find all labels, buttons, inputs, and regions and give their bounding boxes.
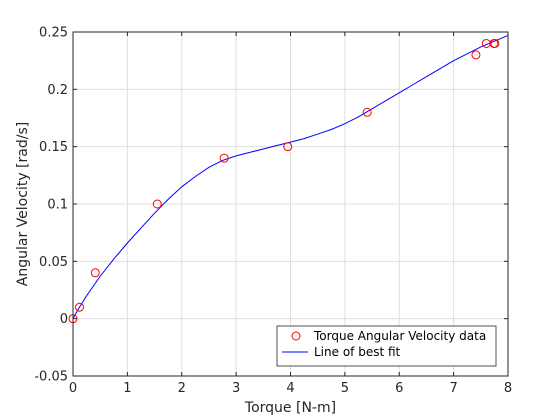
- data-point: [75, 302, 85, 312]
- data-point: [490, 38, 500, 48]
- series-line-group: [72, 34, 509, 319]
- y-tick-label: 0.2: [47, 83, 68, 98]
- x-tick-label: 4: [286, 381, 294, 396]
- y-tick-label: 0.1: [47, 198, 68, 213]
- legend-box: [276, 325, 497, 367]
- legend-marker-data: [291, 331, 301, 341]
- data-point: [152, 199, 162, 209]
- y-tick-label: -0.05: [34, 370, 68, 385]
- y-axis: -0.05 0 0.05 0.1 0.15 0.2 0.25: [34, 26, 508, 385]
- x-tick-label: 5: [341, 381, 349, 396]
- x-tick-label: 1: [123, 381, 131, 396]
- series-markers-group: [68, 38, 500, 324]
- x-tick-label: 8: [504, 381, 512, 396]
- best-fit-line: [72, 34, 509, 319]
- x-tick-label: 3: [232, 381, 240, 396]
- legend: Torque Angular Velocity data Line of bes…: [276, 325, 497, 367]
- data-point: [283, 142, 293, 152]
- x-tick-label: 7: [449, 381, 457, 396]
- x-axis-label: Torque [N-m]: [244, 400, 336, 416]
- y-tick-label: 0: [60, 312, 68, 327]
- x-axis: 0 1 2 3 4 5 6 7 8: [69, 32, 512, 396]
- data-point: [219, 153, 229, 163]
- y-tick-label: 0.15: [39, 140, 68, 155]
- y-tick-label: 0.05: [39, 255, 68, 270]
- y-tick-label: 0.25: [39, 26, 68, 41]
- data-point: [471, 50, 481, 60]
- x-tick-label: 6: [395, 381, 403, 396]
- data-point: [362, 107, 372, 117]
- y-axis-label: Angular Velocity [rad/s]: [15, 122, 31, 286]
- data-point: [90, 268, 100, 278]
- legend-entry-data: Torque Angular Velocity data: [313, 329, 486, 343]
- x-tick-label: 0: [69, 381, 77, 396]
- legend-entry-fit: Line of best fit: [314, 345, 401, 359]
- x-tick-label: 2: [178, 381, 186, 396]
